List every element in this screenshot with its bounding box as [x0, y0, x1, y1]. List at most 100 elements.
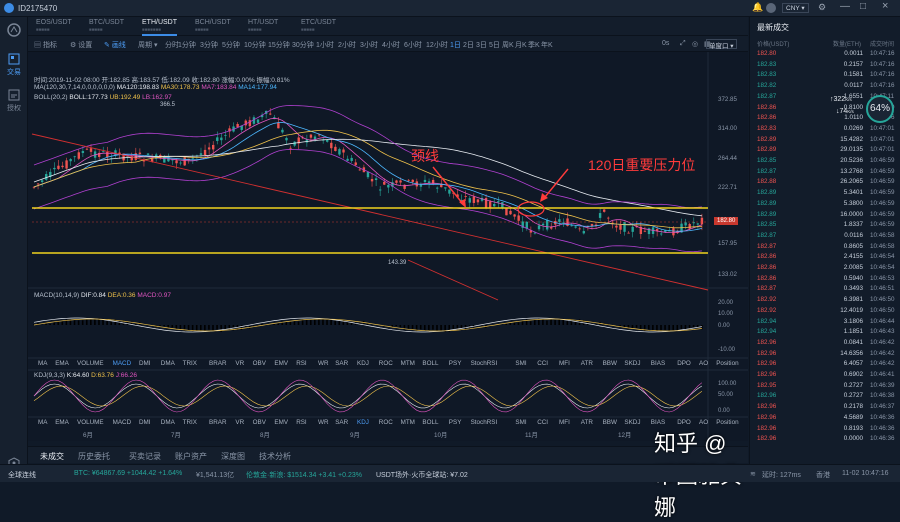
indicator-tab-vr[interactable]: VR: [235, 360, 244, 367]
chart-area[interactable]: 372.85314.00264.44222.71187.56157.95133.…: [28, 52, 748, 441]
indicator-tab-roc[interactable]: ROC: [379, 419, 393, 426]
close-icon[interactable]: ×: [882, 0, 888, 12]
indicator-tab-ema[interactable]: EMA: [55, 419, 69, 426]
interval-16[interactable]: 5日: [489, 40, 500, 50]
indicator-tab-smi[interactable]: SMI: [515, 419, 526, 426]
pair-tab-eos[interactable]: EOS/USDT■■■■■: [36, 17, 72, 36]
chart-mode-select[interactable]: 单窗口 ▾: [706, 39, 737, 49]
indicator-tab-ao[interactable]: AO: [699, 419, 708, 426]
pair-tab-eth[interactable]: ETH/USDT■■■■■■■: [142, 17, 177, 36]
indicator-tab-sar[interactable]: SAR: [335, 360, 348, 367]
indicator-tab-dmi[interactable]: DMI: [139, 419, 151, 426]
indicator-tab-wr[interactable]: WR: [318, 419, 329, 426]
indicator-tab-skdj[interactable]: SKDJ: [624, 419, 640, 426]
notification-icon[interactable]: 🔔: [752, 2, 763, 13]
interval-4[interactable]: 10分钟: [244, 40, 266, 50]
indicator-tab-wr[interactable]: WR: [318, 360, 329, 367]
tab-technical-analysis[interactable]: 技术分析: [259, 451, 291, 462]
pair-tab-etc[interactable]: ETC/USDT■■■■■: [301, 17, 336, 36]
indicator-tab-macd[interactable]: MACD: [113, 360, 132, 367]
indicator-tab-kdj[interactable]: KDJ: [357, 419, 369, 426]
pair-tab-btc[interactable]: BTC/USDT■■■■■: [89, 17, 124, 36]
interval-17[interactable]: 周K: [502, 40, 514, 50]
indicator-tab-bbw[interactable]: BBW: [603, 360, 617, 367]
minimize-icon[interactable]: —: [840, 1, 850, 12]
pair-tab-bch[interactable]: BCH/USDT■■■■■: [195, 17, 231, 36]
indicator-tab-roc[interactable]: ROC: [379, 360, 393, 367]
interval-7[interactable]: 1小时: [316, 40, 334, 50]
indicator-tab-volume[interactable]: VOLUME: [77, 419, 104, 426]
indicator-tab-rsi[interactable]: RSI: [296, 360, 307, 367]
indicator-tab-dma[interactable]: DMA: [161, 360, 175, 367]
interval-15[interactable]: 3日: [476, 40, 487, 50]
interval-6[interactable]: 30分钟: [292, 40, 314, 50]
tab-open-orders[interactable]: 未成交: [40, 451, 64, 462]
indicator-tab-kdj[interactable]: KDJ: [357, 360, 369, 367]
camera-icon[interactable]: ◎: [692, 40, 698, 48]
indicator-tab-ma[interactable]: MA: [38, 419, 47, 426]
period-select[interactable]: 周期 ▾: [138, 40, 157, 50]
indicator-tab-stochrsi[interactable]: StochRSI: [471, 360, 498, 367]
interval-14[interactable]: 2日: [463, 40, 474, 50]
nav-item-trade[interactable]: 交易: [2, 53, 26, 77]
indicator-tab-obv[interactable]: OBV: [253, 419, 266, 426]
interval-1[interactable]: 1分钟: [178, 40, 196, 50]
tab-depth-chart[interactable]: 深度图: [221, 451, 245, 462]
indicator-tab-bias[interactable]: BIAS: [651, 419, 665, 426]
indicator-tab-trix[interactable]: TRIX: [183, 419, 197, 426]
indicator-tab-position[interactable]: Position: [716, 419, 738, 426]
interval-8[interactable]: 2小时: [338, 40, 356, 50]
indicator-tab-vr[interactable]: VR: [235, 419, 244, 426]
user-icon[interactable]: [766, 3, 776, 13]
indicator-tab-psy[interactable]: PSY: [449, 419, 462, 426]
indicator-tab-emv[interactable]: EMV: [274, 360, 288, 367]
indicator-tab-macd[interactable]: MACD: [113, 419, 132, 426]
interval-3[interactable]: 5分钟: [222, 40, 240, 50]
tab-account-assets[interactable]: 账户资产: [175, 451, 207, 462]
indicator-tab-dma[interactable]: DMA: [161, 419, 175, 426]
indicator-tab-psy[interactable]: PSY: [449, 360, 462, 367]
interval-11[interactable]: 6小时: [404, 40, 422, 50]
indicator-tab-bbw[interactable]: BBW: [603, 419, 617, 426]
indicator-tab-brar[interactable]: BRAR: [209, 419, 227, 426]
indicator-tab-rsi[interactable]: RSI: [296, 419, 307, 426]
indicator-tab-obv[interactable]: OBV: [253, 360, 266, 367]
indicator-tab-ema[interactable]: EMA: [55, 360, 69, 367]
indicator-tab-emv[interactable]: EMV: [274, 419, 288, 426]
indicator-tab-brar[interactable]: BRAR: [209, 360, 227, 367]
indicator-tab-cci[interactable]: CCI: [537, 360, 548, 367]
currency-select[interactable]: CNY ▾: [782, 3, 809, 13]
nav-item-auth[interactable]: 授权: [2, 89, 26, 113]
interval-20[interactable]: 年K: [541, 40, 553, 50]
interval-5[interactable]: 15分钟: [268, 40, 290, 50]
indicator-tab-position[interactable]: Position: [716, 360, 738, 367]
indicator-tab-atr[interactable]: ATR: [581, 419, 593, 426]
indicator-tab-cci[interactable]: CCI: [537, 419, 548, 426]
interval-18[interactable]: 月K: [515, 40, 527, 50]
interval-19[interactable]: 季K: [528, 40, 540, 50]
indicator-tab-boll[interactable]: BOLL: [422, 360, 438, 367]
indicator-tab-mtm[interactable]: MTM: [401, 360, 415, 367]
interval-13[interactable]: 1日: [450, 40, 461, 50]
settings-button[interactable]: ⚙ 设置: [70, 40, 92, 50]
interval-12[interactable]: 12小时: [426, 40, 448, 50]
maximize-icon[interactable]: □: [860, 1, 866, 12]
indicator-tab-skdj[interactable]: SKDJ: [624, 360, 640, 367]
indicator-tab-sar[interactable]: SAR: [335, 419, 348, 426]
tab-trade-records[interactable]: 买卖记录: [129, 451, 161, 462]
indicator-tab-atr[interactable]: ATR: [581, 360, 593, 367]
interval-10[interactable]: 4小时: [382, 40, 400, 50]
indicator-tab-mfi[interactable]: MFI: [559, 360, 570, 367]
interval-2[interactable]: 3分钟: [200, 40, 218, 50]
indicator-tab-mfi[interactable]: MFI: [559, 419, 570, 426]
interval-9[interactable]: 3小时: [360, 40, 378, 50]
settings-icon[interactable]: ⚙: [818, 2, 826, 13]
tab-order-history[interactable]: 历史委托: [78, 451, 110, 462]
fullscreen-icon[interactable]: ⤢: [680, 40, 686, 48]
indicator-tab-boll[interactable]: BOLL: [422, 419, 438, 426]
indicator-tab-bias[interactable]: BIAS: [651, 360, 665, 367]
indicator-tab-stochrsi[interactable]: StochRSI: [471, 419, 498, 426]
indicator-tab-dmi[interactable]: DMI: [139, 360, 151, 367]
indicator-tab-ao[interactable]: AO: [699, 360, 708, 367]
indicator-tab-volume[interactable]: VOLUME: [77, 360, 104, 367]
